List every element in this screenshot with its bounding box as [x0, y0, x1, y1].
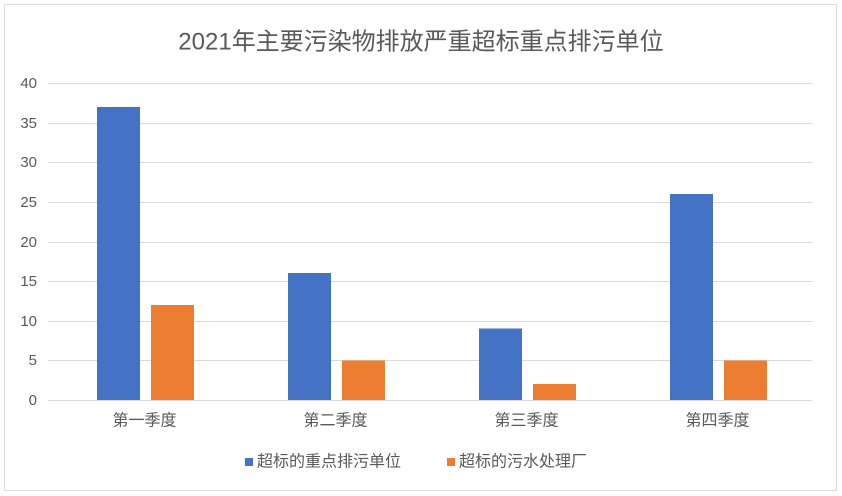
legend-label-series-2: 超标的污水处理厂	[459, 453, 587, 471]
bar-series-2-category-2	[342, 360, 385, 400]
legend-item-series-2: 超标的污水处理厂	[447, 453, 587, 471]
y-tick-label: 0	[29, 392, 37, 409]
y-tick-label: 20	[20, 234, 37, 251]
y-tick-label: 25	[20, 194, 37, 211]
bars	[97, 106, 767, 401]
y-tick-label: 5	[29, 352, 37, 369]
y-tick-label: 15	[20, 273, 37, 290]
bar-series-1-category-4	[670, 193, 713, 400]
x-tick-label: 第二季度	[303, 412, 367, 430]
y-axis-tick-labels: 0 5 10 15 20 25 30 35 40	[20, 75, 37, 409]
legend-label-series-1: 超标的重点排污单位	[257, 453, 401, 471]
bar-series-1-category-3	[479, 328, 522, 400]
bar-series-2-category-3	[533, 384, 576, 400]
x-tick-label: 第三季度	[494, 412, 558, 430]
bar-series-1-category-2	[288, 273, 331, 400]
y-tick-label: 30	[20, 154, 37, 171]
legend: 超标的重点排污单位 超标的污水处理厂	[245, 453, 587, 471]
x-tick-label: 第一季度	[112, 412, 176, 430]
x-tick-label: 第四季度	[685, 412, 749, 430]
legend-swatch-series-1	[245, 458, 253, 466]
legend-swatch-series-2	[447, 458, 455, 466]
legend-item-series-1: 超标的重点排污单位	[245, 453, 401, 471]
bar-series-2-category-1	[151, 304, 194, 400]
y-tick-label: 10	[20, 313, 37, 330]
bar-series-1-category-1	[97, 106, 140, 401]
bar-series-2-category-4	[724, 360, 767, 400]
y-tick-label: 40	[20, 75, 37, 92]
chart-title: 2021年主要污染物排放严重超标重点排污单位	[178, 29, 663, 56]
y-tick-label: 35	[20, 115, 37, 132]
x-axis-tick-labels: 第一季度 第二季度 第三季度 第四季度	[112, 412, 749, 430]
